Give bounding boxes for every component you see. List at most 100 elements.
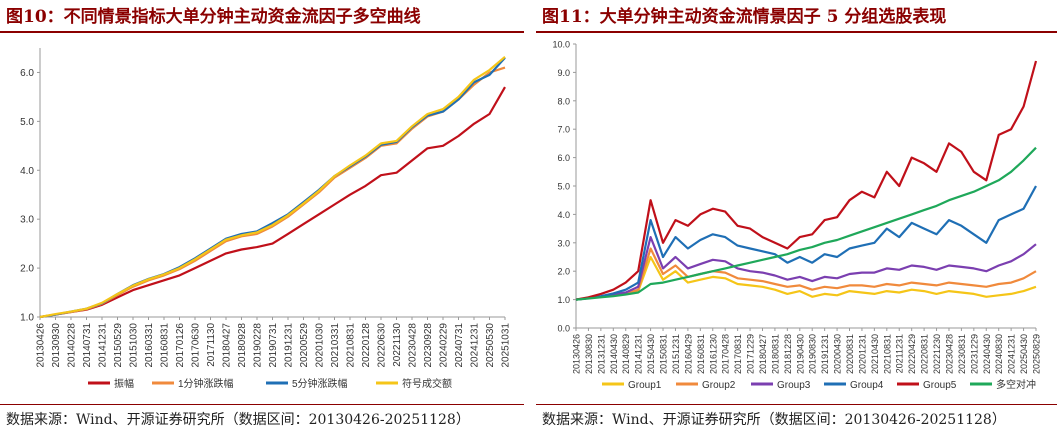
x-tick-label: 20200831 <box>845 334 855 374</box>
y-tick-label: 3.0 <box>20 215 34 226</box>
figure-10-chart: 1.0 2.0 3.0 4.0 5.0 6.0 20130426 20130930 201402… <box>20 48 512 390</box>
figure-11-source: 数据来源：Wind、开源证券研究所（数据区间：20130426-20251128… <box>542 412 1006 428</box>
legend-label: 符号成交额 <box>402 377 452 390</box>
x-tick-label: 20211231 <box>895 334 905 373</box>
x-tick-label: 20161230 <box>708 334 718 374</box>
series-line-符号成交额 <box>39 55 506 319</box>
x-tick-label: 20171130 <box>206 323 217 367</box>
x-tick-label: 20150430 <box>646 334 656 374</box>
x-tick-label: 20190430 <box>795 334 805 374</box>
legend-label: 多空对冲 <box>996 378 1036 391</box>
figure-11-panel: 图11：大单分钟主动资金流情景因子 5 分组选股表现 0.0 1.0 2.0 3.0 4… <box>536 0 1057 436</box>
x-tick-label: 20220831 <box>920 334 930 374</box>
x-tick-label: 20130426 <box>36 323 47 368</box>
x-tick-label: 20140228 <box>67 323 78 368</box>
x-tick-label: 20240430 <box>982 334 992 374</box>
x-tick-label: 20220429 <box>907 334 917 374</box>
x-tick-label: 20170630 <box>191 323 202 368</box>
x-tick-label: 20250829 <box>1032 334 1042 374</box>
series-line-Group4 <box>575 185 1037 301</box>
x-tick-label: 20240830 <box>994 334 1004 374</box>
figure-11-title: 图11：大单分钟主动资金流情景因子 5 分组选股表现 <box>542 7 947 27</box>
y-tick-label: 4.0 <box>20 166 34 177</box>
x-tick-label: 20240229 <box>439 323 450 368</box>
x-tick-label: 20150831 <box>659 334 669 374</box>
x-tick-label: 20230831 <box>957 334 967 374</box>
figure-11-chart: 0.0 1.0 2.0 3.0 4.0 5.0 6.0 7.0 8.0 9.0 10.0 201304… <box>552 40 1042 392</box>
x-tick-label: 20210331 <box>330 323 341 368</box>
x-tick-label: 20230428 <box>408 323 419 368</box>
x-tick-label: 20231229 <box>969 334 979 374</box>
x-tick-label: 20220128 <box>361 323 372 368</box>
y-tick-label: 7.0 <box>557 125 570 135</box>
x-tick-label: 20191231 <box>820 334 830 374</box>
figure-10-source: 数据来源：Wind、开源证券研究所（数据区间：20130426-20251128… <box>6 412 470 428</box>
x-tick-label: 20160831 <box>160 323 171 368</box>
series-line-5分钟涨跌幅 <box>39 57 506 319</box>
x-tick-label: 20180928 <box>237 323 248 368</box>
x-tick-label: 20191231 <box>284 323 295 368</box>
x-tick-label: 20201030 <box>315 323 326 368</box>
x-tick-label: 20140829 <box>621 334 631 374</box>
legend-label: Group1 <box>628 380 662 391</box>
y-tick-label: 5.0 <box>20 117 34 128</box>
x-tick-label: 20130830 <box>584 334 594 374</box>
x-tick-label: 20141231 <box>634 334 644 374</box>
x-tick-label: 20180831 <box>770 334 780 374</box>
series-line-Group1 <box>575 255 1037 301</box>
x-tick-label: 20130930 <box>51 323 62 368</box>
x-tick-label: 20230928 <box>423 323 434 368</box>
x-tick-label: 20180427 <box>222 323 233 368</box>
x-tick-label: 20131231 <box>596 334 606 374</box>
series-line-1分钟涨跌幅 <box>39 66 506 319</box>
y-tick-label: 5.0 <box>557 182 570 192</box>
y-tick-label: 6.0 <box>20 68 34 79</box>
x-tick-label: 20151030 <box>129 323 140 368</box>
x-tick-label: 20240731 <box>454 323 465 368</box>
x-tick-label: 20190228 <box>253 323 264 368</box>
y-tick-label: 8.0 <box>557 96 570 106</box>
y-tick-label: 10.0 <box>552 40 570 50</box>
legend-label: 1分钟涨跌幅 <box>178 377 234 390</box>
x-tick-label: 20150529 <box>113 323 124 368</box>
x-tick-label: 20141231 <box>98 323 109 368</box>
y-tick-label: 4.0 <box>557 210 570 220</box>
x-tick-label: 20181228 <box>783 334 793 374</box>
x-tick-label: 20170126 <box>175 323 186 368</box>
x-tick-label: 20230428 <box>944 334 954 374</box>
y-tick-label: 9.0 <box>557 68 570 78</box>
x-tick-label: 20160429 <box>683 334 693 374</box>
figure-11-top-rule <box>536 31 1057 33</box>
x-tick-label: 20221130 <box>392 323 403 367</box>
figure-10-title: 图10：不同情景指标大单分钟主动资金流因子多空曲线 <box>6 7 421 27</box>
x-tick-label: 20170428 <box>721 334 731 374</box>
series-line-Group5 <box>575 60 1038 301</box>
legend-label: Group4 <box>850 380 884 391</box>
x-tick-label: 20200529 <box>299 323 310 368</box>
series-line-多空对冲 <box>575 146 1037 301</box>
y-tick-label: 1.0 <box>557 295 570 305</box>
x-tick-label: 20140430 <box>609 334 619 374</box>
y-tick-label: 1.0 <box>20 313 34 324</box>
legend-label: 振幅 <box>114 377 134 390</box>
y-tick-label: 0.0 <box>557 324 570 334</box>
x-tick-label: 20160331 <box>144 323 155 368</box>
x-tick-label: 20190731 <box>268 323 279 368</box>
legend-label: Group5 <box>923 380 957 391</box>
legend-label: Group2 <box>702 380 736 391</box>
legend-label: 5分钟涨跌幅 <box>292 377 348 390</box>
x-tick-label: 20210430 <box>870 334 880 374</box>
x-tick-label: 20250430 <box>1019 334 1029 374</box>
x-tick-label: 20250530 <box>485 323 496 368</box>
x-tick-label: 20241231 <box>1007 334 1017 374</box>
x-tick-label: 20210831 <box>346 323 357 368</box>
y-tick-label: 2.0 <box>20 264 34 275</box>
x-tick-label: 20130426 <box>572 334 582 374</box>
x-tick-label: 20221230 <box>932 334 942 374</box>
figure-10-top-rule <box>0 31 524 33</box>
x-tick-label: 20190830 <box>808 334 818 374</box>
series-line-振幅 <box>39 86 506 319</box>
x-tick-label: 20171229 <box>746 334 756 374</box>
figure-11-bottom-rule <box>536 404 1057 405</box>
x-tick-label: 20200430 <box>833 334 843 374</box>
